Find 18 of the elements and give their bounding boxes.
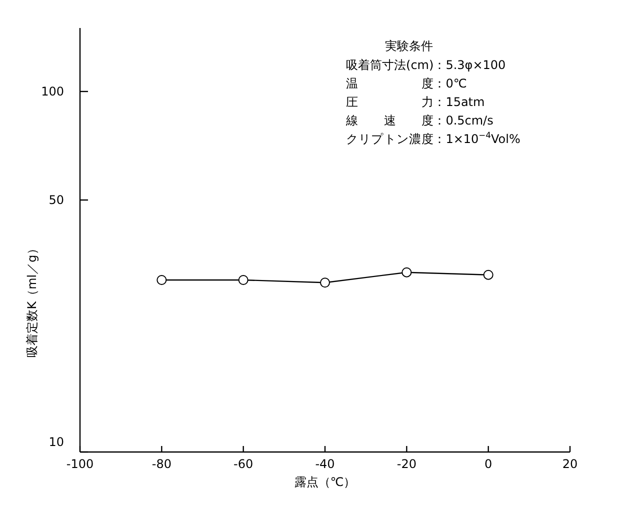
text: 線速度：0.5cm/s bbox=[346, 114, 494, 128]
x-tick-label: -20 bbox=[396, 457, 416, 471]
x-tick-label: -100 bbox=[66, 457, 94, 471]
x-tick-label: 0 bbox=[484, 457, 492, 471]
text: 温度：0℃ bbox=[346, 76, 467, 90]
x-tick-label: -40 bbox=[315, 457, 335, 471]
x-axis-title: 露点（℃） bbox=[294, 475, 356, 489]
x-tick-label: -80 bbox=[152, 457, 172, 471]
y-tick-label: 10 bbox=[48, 435, 64, 449]
y-axis-title: 吸着定数K（ml／g） bbox=[25, 242, 39, 358]
x-tick-label: 20 bbox=[562, 457, 578, 471]
annotation: 実験条件 bbox=[385, 39, 433, 53]
text: クリプトン濃度：1×10$^{−4}$Vol% bbox=[346, 130, 520, 146]
x-tick-label: -60 bbox=[234, 457, 254, 471]
y-tick-label: 50 bbox=[48, 193, 64, 208]
text: 圧力：15atm bbox=[346, 95, 485, 109]
text: 吸着筒寸法(cm)：5.3φ×100 bbox=[346, 58, 506, 72]
y-tick-label: 100 bbox=[41, 84, 64, 98]
